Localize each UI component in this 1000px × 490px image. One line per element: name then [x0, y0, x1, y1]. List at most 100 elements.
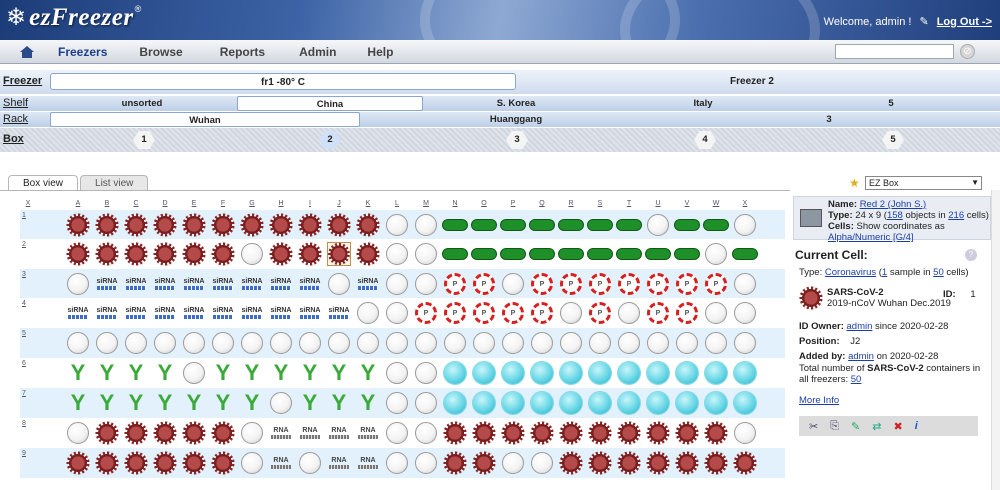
- box-cell-X3[interactable]: [733, 272, 757, 296]
- box-cell-H8[interactable]: RNA: [269, 421, 293, 445]
- box-cell-H2[interactable]: [269, 242, 293, 266]
- row-label-1[interactable]: 1: [22, 212, 26, 219]
- box-cell-G7[interactable]: Y: [240, 391, 264, 415]
- box-cell-N5[interactable]: [443, 331, 467, 355]
- row-label-7[interactable]: 7: [22, 390, 26, 397]
- tab-list-view[interactable]: List view: [80, 175, 149, 191]
- box-cell-J2[interactable]: [327, 242, 351, 266]
- column-label-U[interactable]: U: [655, 200, 661, 207]
- box-cell-I7[interactable]: Y: [298, 391, 322, 415]
- box-cell-Q1[interactable]: [527, 213, 557, 237]
- search-go-icon[interactable]: ⊘: [960, 44, 975, 59]
- box-cell-O7[interactable]: [472, 391, 496, 415]
- column-label-Q[interactable]: Q: [539, 200, 545, 207]
- row-label-8[interactable]: 8: [22, 420, 26, 427]
- added-by-link[interactable]: admin: [848, 351, 874, 362]
- box-cell-D8[interactable]: [153, 421, 177, 445]
- box-cell-J4[interactable]: siRNA: [327, 301, 351, 325]
- box-cell-E8[interactable]: [182, 421, 206, 445]
- box-cell-R3[interactable]: P: [559, 272, 583, 296]
- box-name-link[interactable]: Red 2 (John S.): [859, 199, 927, 210]
- box-cell-W3[interactable]: P: [704, 272, 728, 296]
- box-cell-E7[interactable]: Y: [182, 391, 206, 415]
- box-cell-W2[interactable]: [704, 242, 728, 266]
- box-cell-U9[interactable]: [646, 451, 670, 475]
- box-cell-B6[interactable]: Y: [95, 361, 119, 385]
- box-cell-B5[interactable]: [95, 331, 119, 355]
- box-cell-I2[interactable]: [298, 242, 322, 266]
- box-cell-X6[interactable]: [733, 361, 757, 385]
- info-icon[interactable]: i: [914, 420, 918, 432]
- menu-admin[interactable]: Admin: [299, 44, 337, 59]
- box-cell-Q4[interactable]: P: [530, 301, 554, 325]
- box-cell-O4[interactable]: P: [472, 301, 496, 325]
- row-label-6[interactable]: 6: [22, 360, 26, 367]
- box-cell-X1[interactable]: [733, 213, 757, 237]
- box-cell-F3[interactable]: siRNA: [211, 272, 235, 296]
- box-cell-J1[interactable]: [327, 213, 351, 237]
- box-cell-H1[interactable]: [269, 213, 293, 237]
- box-cell-X5[interactable]: [733, 331, 757, 355]
- box-cell-N9[interactable]: [443, 451, 467, 475]
- rack-3[interactable]: 3: [826, 114, 832, 125]
- box-4[interactable]: 4: [694, 131, 716, 149]
- box-cell-A8[interactable]: [66, 421, 90, 445]
- box-cell-E5[interactable]: [182, 331, 206, 355]
- box-cell-L2[interactable]: [385, 242, 409, 266]
- box-cell-K5[interactable]: [356, 331, 380, 355]
- box-cell-R2[interactable]: [556, 242, 586, 266]
- rack-label[interactable]: Rack: [3, 113, 29, 125]
- box-cell-S6[interactable]: [588, 361, 612, 385]
- box-cell-T9[interactable]: [617, 451, 641, 475]
- box-cell-V1[interactable]: [672, 213, 702, 237]
- box-cell-I4[interactable]: siRNA: [298, 301, 322, 325]
- box-cell-D7[interactable]: Y: [153, 391, 177, 415]
- box-cell-A7[interactable]: Y: [66, 391, 90, 415]
- box-cell-F6[interactable]: Y: [211, 361, 235, 385]
- column-label-D[interactable]: D: [162, 200, 168, 207]
- box-cell-E3[interactable]: siRNA: [182, 272, 206, 296]
- box-cell-C6[interactable]: Y: [124, 361, 148, 385]
- box-cell-B2[interactable]: [95, 242, 119, 266]
- box-cell-S1[interactable]: [585, 213, 615, 237]
- box-cell-N6[interactable]: [443, 361, 467, 385]
- column-label-K[interactable]: K: [365, 200, 371, 207]
- box-cell-D6[interactable]: Y: [153, 361, 177, 385]
- box-cell-R9[interactable]: [559, 451, 583, 475]
- box-cell-K2[interactable]: [356, 242, 380, 266]
- box-cell-R8[interactable]: [559, 421, 583, 445]
- column-label-L[interactable]: L: [395, 200, 399, 207]
- total-count-link[interactable]: 50: [850, 374, 862, 385]
- shelf-skorea[interactable]: S. Korea: [496, 98, 536, 109]
- box-cell-B4[interactable]: siRNA: [95, 301, 119, 325]
- box-cell-W6[interactable]: [704, 361, 728, 385]
- box-cell-X7[interactable]: [733, 391, 757, 415]
- box-cell-O3[interactable]: P: [472, 272, 496, 296]
- box-cell-J8[interactable]: RNA: [327, 421, 351, 445]
- box-cell-G5[interactable]: [240, 331, 264, 355]
- box-cell-L4[interactable]: [385, 301, 409, 325]
- box-2[interactable]: 2: [319, 131, 341, 149]
- box-cell-W8[interactable]: [704, 421, 728, 445]
- box-cell-K9[interactable]: RNA: [356, 451, 380, 475]
- box-cell-K1[interactable]: [356, 213, 380, 237]
- box-cell-A2[interactable]: [66, 242, 90, 266]
- box-cell-C3[interactable]: siRNA: [124, 272, 148, 296]
- box-cell-N4[interactable]: P: [443, 301, 467, 325]
- box-cell-G4[interactable]: siRNA: [240, 301, 264, 325]
- box-cell-W1[interactable]: [701, 213, 731, 237]
- box-cell-T1[interactable]: [614, 213, 644, 237]
- box-cell-E4[interactable]: siRNA: [182, 301, 206, 325]
- column-label-I[interactable]: I: [309, 200, 311, 207]
- box-cell-L9[interactable]: [385, 451, 409, 475]
- box-cell-H3[interactable]: siRNA: [269, 272, 293, 296]
- box-cell-M2[interactable]: [414, 242, 438, 266]
- box-cell-H5[interactable]: [269, 331, 293, 355]
- box-cell-N1[interactable]: [440, 213, 470, 237]
- app-logo[interactable]: ❄ ezFreezer ®: [6, 4, 141, 32]
- box-cell-W4[interactable]: [704, 301, 728, 325]
- box-cell-O5[interactable]: [472, 331, 496, 355]
- delete-icon[interactable]: ✖: [893, 420, 903, 433]
- box-cell-P2[interactable]: [498, 242, 528, 266]
- box-cell-G3[interactable]: siRNA: [240, 272, 264, 296]
